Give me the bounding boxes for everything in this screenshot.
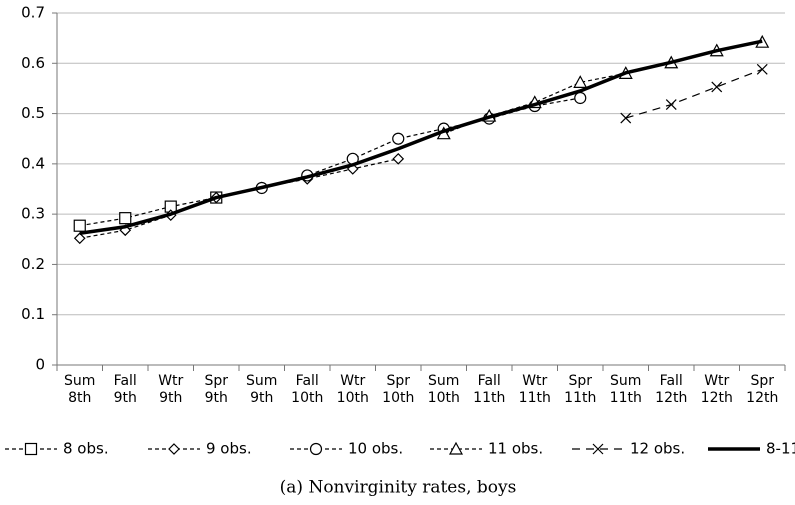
x-tick-label: Wtr <box>158 373 183 389</box>
legend-label: 10 obs. <box>348 440 403 458</box>
marker <box>73 232 86 245</box>
x-tick-label: 9th <box>114 390 137 406</box>
x-tick-label: 11th <box>473 390 505 406</box>
legend-marker <box>448 441 464 455</box>
x-tick-label: Sum <box>64 373 95 389</box>
y-tick-label: 0.7 <box>21 4 45 22</box>
y-tick-label: 0.4 <box>21 154 45 172</box>
series-line <box>261 97 581 189</box>
x-tick-label: 10th <box>382 390 414 406</box>
x-tick-label: Sum <box>428 373 459 389</box>
x-tick-label: 12th <box>746 390 778 406</box>
y-tick-label: 0.6 <box>21 54 45 72</box>
x-tick-label: Spr <box>204 373 228 389</box>
marker <box>573 75 588 88</box>
marker <box>665 99 677 110</box>
y-tick-label: 0.3 <box>21 205 45 223</box>
marker <box>73 219 86 232</box>
x-tick-label: 10th <box>337 390 369 406</box>
legend-marker <box>24 442 38 456</box>
x-tick-label: Fall <box>660 373 683 389</box>
x-tick-label: 9th <box>205 390 228 406</box>
x-tick-label: 10th <box>428 390 460 406</box>
y-tick-label: 0.1 <box>21 305 45 323</box>
y-tick-label: 0 <box>35 356 45 374</box>
legend-label: 8-11 avg. <box>766 440 795 458</box>
legend-marker <box>168 443 180 455</box>
x-tick-label: 12th <box>701 390 733 406</box>
marker <box>711 81 723 93</box>
x-tick-label: Fall <box>478 373 501 389</box>
series-line <box>79 158 399 239</box>
x-tick-label: Sum <box>610 373 641 389</box>
marker <box>392 132 405 145</box>
x-tick-label: 11th <box>519 390 551 406</box>
marker <box>756 63 768 75</box>
x-tick-label: 9th <box>159 390 182 406</box>
x-tick-label: Wtr <box>340 373 365 389</box>
x-tick-label: Spr <box>386 373 410 389</box>
marker <box>119 212 132 225</box>
x-tick-label: Spr <box>750 373 774 389</box>
legend-label: 9 obs. <box>206 440 252 458</box>
series-line <box>79 196 217 227</box>
y-tick-label: 0.5 <box>21 104 45 122</box>
x-tick-label: Fall <box>296 373 319 389</box>
legend-marker <box>592 443 604 455</box>
legend-label: 11 obs. <box>488 440 543 458</box>
series-line <box>625 68 763 119</box>
caption: (a) Nonvirginity rates, boys <box>280 478 517 498</box>
x-tick-label: 12th <box>655 390 687 406</box>
series-line <box>79 39 763 235</box>
marker <box>574 91 587 105</box>
x-tick-label: Sum <box>246 373 277 389</box>
x-tick-label: 9th <box>250 390 273 406</box>
x-tick-label: 11th <box>564 390 596 406</box>
legend-marker <box>309 442 323 456</box>
legend-label: 8 obs. <box>63 440 109 458</box>
x-tick-label: Wtr <box>522 373 547 389</box>
x-tick-label: 10th <box>291 390 323 406</box>
x-tick-label: 11th <box>610 390 642 406</box>
x-tick-label: Spr <box>568 373 592 389</box>
legend-label: 12 obs. <box>630 440 685 458</box>
x-tick-label: 8th <box>68 390 91 406</box>
x-tick-label: Fall <box>114 373 137 389</box>
y-tick-label: 0.2 <box>21 255 45 273</box>
x-tick-label: Wtr <box>704 373 729 389</box>
marker <box>392 152 405 165</box>
marker <box>620 112 632 124</box>
